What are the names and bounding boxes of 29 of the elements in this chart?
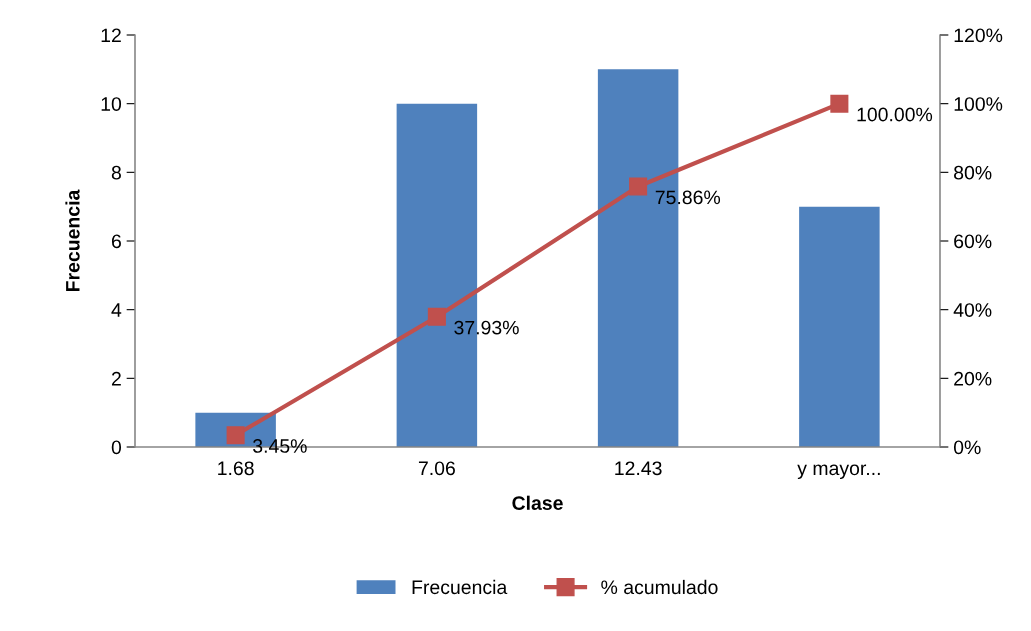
y2-tick-label: 80% <box>954 165 992 180</box>
x-tick-label: 1.68 <box>218 461 254 476</box>
y-tick-label: 12 <box>101 28 121 43</box>
point <box>830 94 849 113</box>
point <box>226 426 245 445</box>
legend-label: Frecuencia <box>412 579 508 595</box>
legend-label: % acumulado <box>601 579 718 595</box>
y-tick-label: 4 <box>111 303 122 317</box>
x-tick-label: 7.06 <box>418 461 455 476</box>
y2-tick-label: 120% <box>954 28 1003 43</box>
point <box>629 177 648 196</box>
y-tick-label: 2 <box>111 371 121 386</box>
x-axis-title: Clase <box>512 495 563 510</box>
data-label: 3.45% <box>253 439 307 453</box>
y2-tick-label: 60% <box>954 234 992 249</box>
data-label: 100.00% <box>857 107 933 122</box>
y2-tick-label: 20% <box>954 371 992 386</box>
y-tick-label: 8 <box>111 165 121 180</box>
y-tick-label: 10 <box>101 97 122 111</box>
y2-tick-label: 100% <box>954 97 1003 111</box>
x-tick-label: 12.43 <box>615 461 662 476</box>
y-tick-label: 0 <box>111 440 122 455</box>
y-tick-label: 6 <box>111 234 121 249</box>
point <box>427 307 446 326</box>
bar <box>799 206 880 447</box>
y2-tick-label: 0% <box>953 440 981 455</box>
y-axis-title: Frecuencia <box>65 189 80 292</box>
y2-tick-label: 40% <box>953 303 992 317</box>
x-tick-label: y mayor... <box>797 464 880 480</box>
